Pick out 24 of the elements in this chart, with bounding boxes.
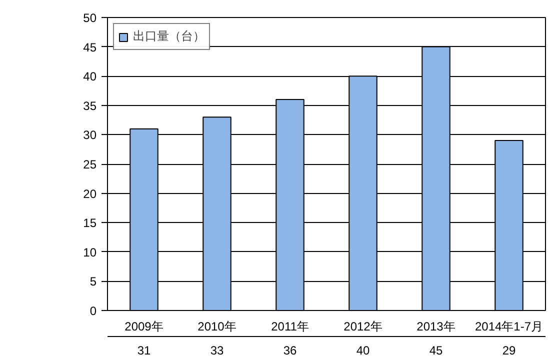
y-tick-label: 25 (83, 158, 97, 172)
data-label: 45 (429, 344, 443, 357)
y-tick-label: 35 (83, 98, 97, 113)
y-tick-label: 5 (90, 274, 97, 289)
data-label: 33 (210, 344, 224, 357)
y-tick-label: 10 (83, 245, 97, 260)
x-tick-label: 2012年 (344, 320, 382, 334)
data-label: 29 (502, 344, 516, 357)
data-label: 36 (283, 344, 297, 357)
y-tick-label: 40 (83, 70, 97, 84)
y-tick-label: 30 (83, 128, 97, 142)
x-tick-label: 2010年 (198, 320, 236, 334)
y-tick-label: 15 (83, 216, 97, 230)
y-tick-label: 0 (90, 304, 97, 318)
y-tick-label: 50 (83, 11, 97, 25)
legend-label: 出口量（台） (133, 28, 205, 45)
x-tick-label: 2011年 (271, 320, 309, 334)
data-label: 40 (356, 344, 370, 357)
y-tick-label: 45 (83, 40, 97, 54)
x-tick-label: 2009年 (124, 320, 164, 334)
x-tick-label: 2014年1-7月 (474, 320, 544, 334)
x-tick-label: 2013年 (416, 320, 456, 334)
y-tick-label: 20 (83, 186, 97, 201)
data-label: 31 (137, 344, 151, 357)
